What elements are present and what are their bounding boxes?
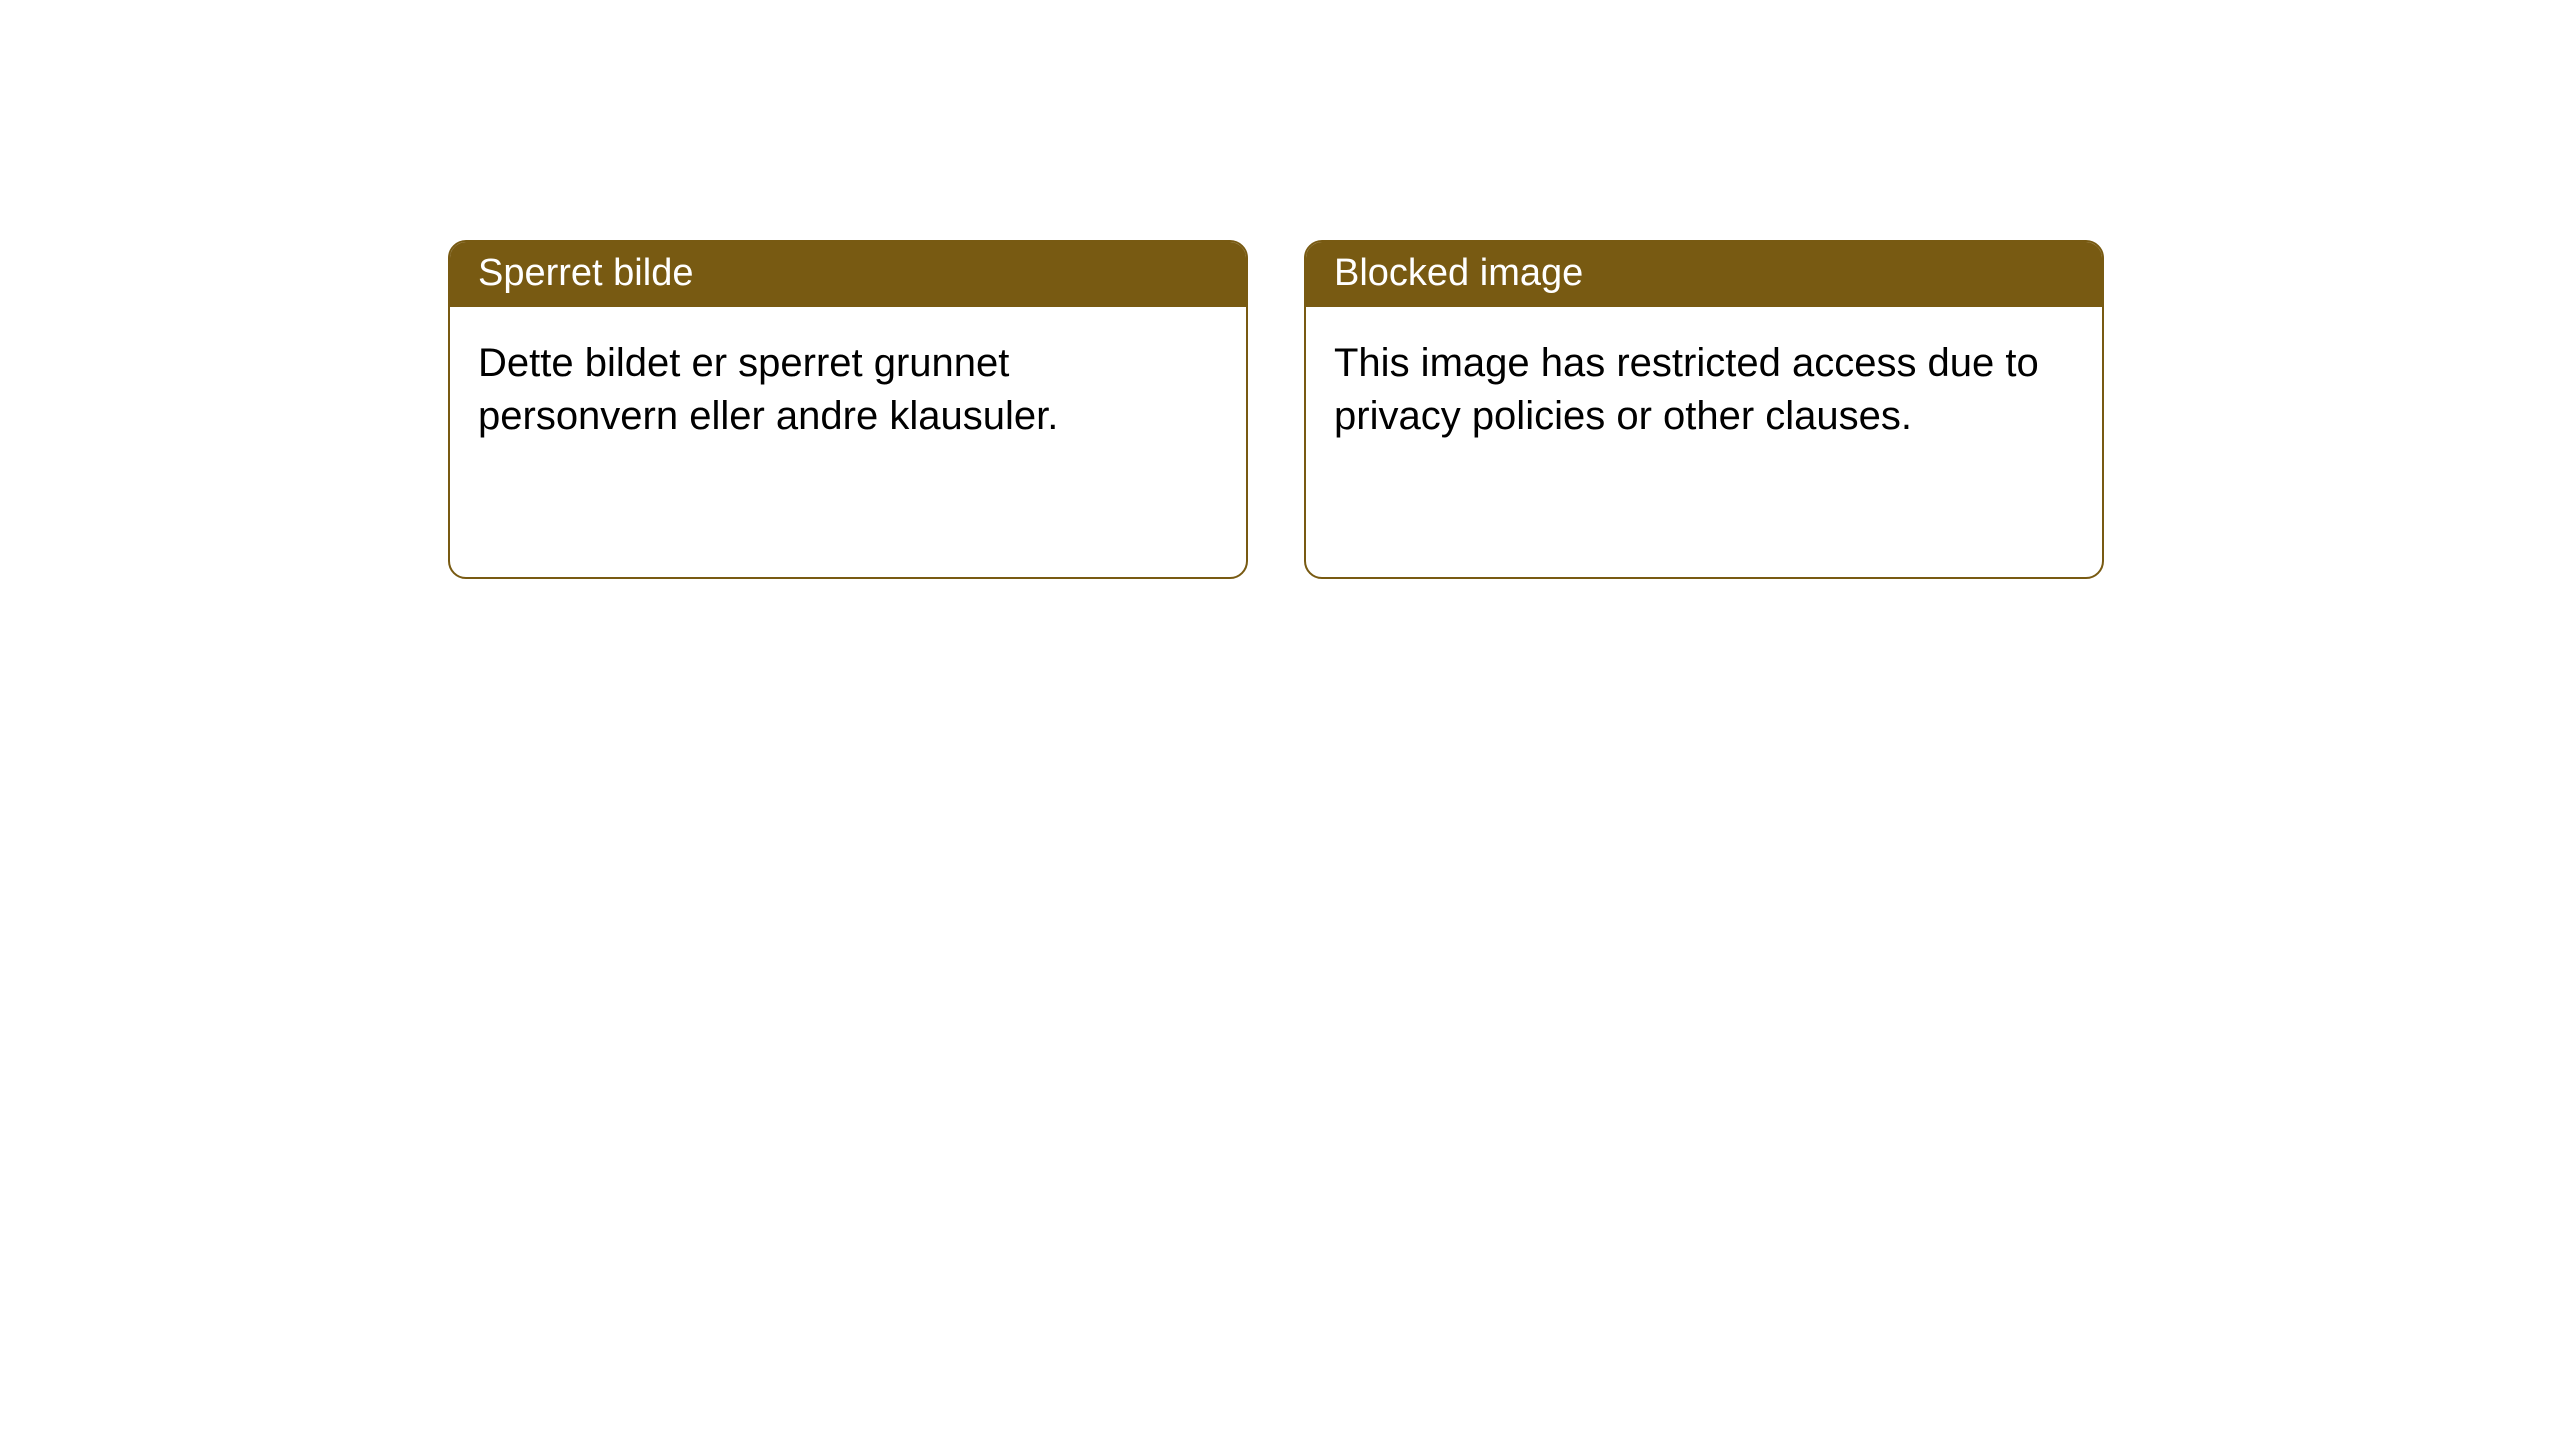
- notice-cards-container: Sperret bilde Dette bildet er sperret gr…: [0, 0, 2560, 579]
- card-body-text: Dette bildet er sperret grunnet personve…: [450, 307, 1246, 577]
- blocked-image-card-no: Sperret bilde Dette bildet er sperret gr…: [448, 240, 1248, 579]
- card-title: Sperret bilde: [450, 242, 1246, 307]
- card-body-text: This image has restricted access due to …: [1306, 307, 2102, 577]
- blocked-image-card-en: Blocked image This image has restricted …: [1304, 240, 2104, 579]
- card-title: Blocked image: [1306, 242, 2102, 307]
